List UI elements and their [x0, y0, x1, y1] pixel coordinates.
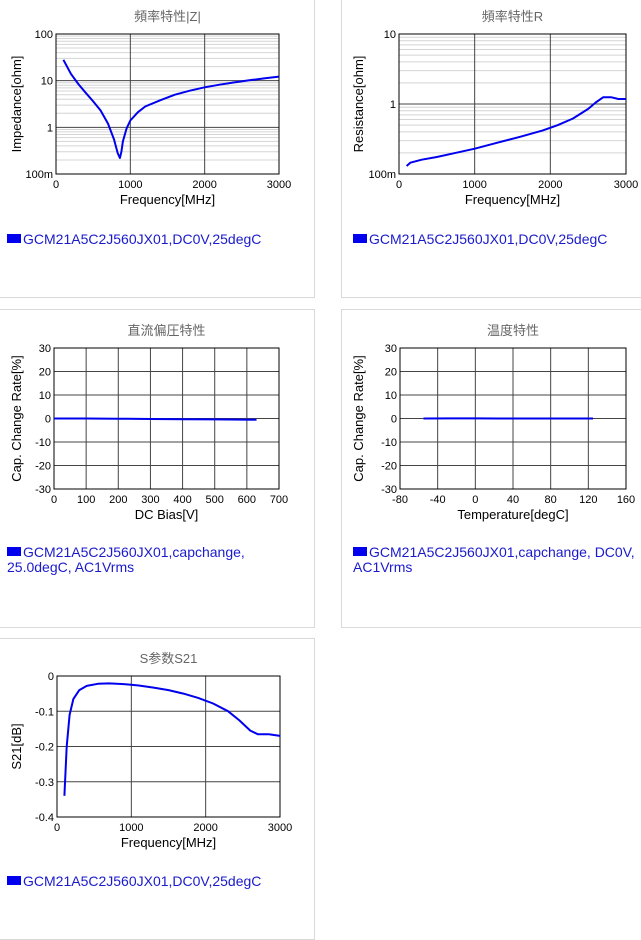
legend-label: GCM21A5C2J560JX01,DC0V,25degC: [23, 231, 261, 247]
y-tick-label: 10: [39, 390, 51, 402]
x-axis-label: Frequency[MHz]: [120, 192, 215, 207]
x-tick-label: 3000: [268, 822, 292, 834]
x-tick-label: 2000: [192, 179, 216, 191]
chart-title: S参数S21: [140, 651, 198, 666]
x-tick-label: 1000: [119, 822, 143, 834]
x-axis-label: Frequency[MHz]: [121, 835, 216, 850]
x-tick-label: 500: [206, 494, 224, 506]
legend-swatch: [353, 547, 367, 556]
y-axis-label: Resistance[ohm]: [351, 56, 366, 153]
legend-temperature: GCM21A5C2J560JX01,capchange, DC0V, AC1Vr…: [353, 545, 638, 575]
x-tick-label: 2000: [193, 822, 217, 834]
series-line-0: [64, 683, 280, 795]
y-tick-label: -0.2: [35, 742, 54, 754]
x-tick-label: 0: [396, 179, 402, 191]
y-tick-label: 10: [41, 76, 53, 88]
y-tick-label: -0.4: [35, 812, 54, 824]
y-axis-label: Impedance[ohm]: [9, 56, 24, 153]
y-tick-label: 0: [48, 671, 54, 683]
x-tick-label: 1000: [462, 179, 486, 191]
x-tick-label: 3000: [614, 179, 638, 191]
y-axis-label: Cap. Change Rate[%]: [9, 355, 24, 481]
x-tick-label: 0: [472, 494, 478, 506]
y-tick-label: -10: [35, 437, 51, 449]
y-tick-label: 1: [47, 122, 53, 134]
y-tick-label: 30: [39, 343, 51, 355]
legend-swatch: [7, 234, 21, 243]
x-tick-label: 40: [507, 494, 519, 506]
x-tick-label: 120: [579, 494, 597, 506]
y-tick-label: 10: [384, 29, 396, 41]
legend-label: GCM21A5C2J560JX01,capchange, 25.0degC, A…: [7, 544, 245, 575]
y-tick-label: 20: [39, 367, 51, 379]
y-axis-label: Cap. Change Rate[%]: [351, 355, 366, 481]
legend-impedance: GCM21A5C2J560JX01,DC0V,25degC: [7, 232, 307, 247]
y-tick-label: 0: [391, 414, 397, 426]
y-tick-label: -20: [381, 461, 397, 473]
x-tick-label: 700: [270, 494, 288, 506]
plot-frame: [56, 34, 279, 174]
x-tick-label: -80: [392, 494, 408, 506]
y-tick-label: -0.1: [35, 706, 54, 718]
x-axis-label: Temperature[degC]: [457, 507, 568, 522]
legend-resistance: GCM21A5C2J560JX01,DC0V,25degC: [353, 232, 638, 247]
legend-s21: GCM21A5C2J560JX01,DC0V,25degC: [7, 874, 307, 889]
x-tick-label: 0: [51, 494, 57, 506]
x-tick-label: 0: [54, 822, 60, 834]
y-tick-label: -20: [35, 461, 51, 473]
x-axis-label: DC Bias[V]: [135, 507, 199, 522]
chart-title: 頻率特性R: [482, 9, 543, 24]
y-tick-label: 10: [385, 390, 397, 402]
chart-title: 直流偏圧特性: [127, 323, 205, 338]
x-tick-label: -40: [430, 494, 446, 506]
series-line-0: [63, 60, 279, 158]
y-tick-label: 100m: [25, 169, 53, 181]
chart-title: 頻率特性|Z|: [134, 9, 201, 24]
x-tick-label: 400: [173, 494, 191, 506]
y-tick-label: 20: [385, 367, 397, 379]
y-tick-label: 1: [390, 99, 396, 111]
x-tick-label: 160: [617, 494, 635, 506]
x-tick-label: 0: [53, 179, 59, 191]
y-tick-label: 30: [385, 343, 397, 355]
chart-title: 温度特性: [487, 323, 539, 338]
x-tick-label: 1000: [118, 179, 142, 191]
y-tick-label: -0.3: [35, 777, 54, 789]
legend-label: GCM21A5C2J560JX01,DC0V,25degC: [23, 873, 261, 889]
x-tick-label: 600: [238, 494, 256, 506]
x-tick-label: 2000: [538, 179, 562, 191]
y-tick-label: -10: [381, 437, 397, 449]
legend-label: GCM21A5C2J560JX01,capchange, DC0V, AC1Vr…: [353, 544, 635, 575]
x-axis-label: Frequency[MHz]: [465, 192, 560, 207]
y-tick-label: -30: [35, 484, 51, 496]
y-axis-label: S21[dB]: [9, 723, 24, 769]
legend-swatch: [353, 234, 367, 243]
x-tick-label: 200: [109, 494, 127, 506]
x-tick-label: 100: [77, 494, 95, 506]
x-tick-label: 3000: [267, 179, 291, 191]
legend-swatch: [7, 547, 21, 556]
resistance-chart: 頻率特性R 100m 1 10 0 1000 2000 3000 Frequency[MHz] R…: [342, 0, 641, 215]
legend-dc-bias: GCM21A5C2J560JX01,capchange, 25.0degC, A…: [7, 545, 307, 575]
x-tick-label: 300: [141, 494, 159, 506]
y-tick-label: 100: [35, 29, 53, 41]
y-tick-label: 0: [45, 414, 51, 426]
legend-label: GCM21A5C2J560JX01,DC0V,25degC: [369, 231, 607, 247]
chart-card-resistance: 頻率特性R 100m 1 10 0 1000 2000 3000 Frequency[MHz] R…: [341, 0, 641, 298]
series-line-0: [54, 419, 257, 420]
legend-swatch: [7, 876, 21, 885]
y-tick-label: 100m: [368, 169, 396, 181]
x-tick-label: 80: [545, 494, 557, 506]
